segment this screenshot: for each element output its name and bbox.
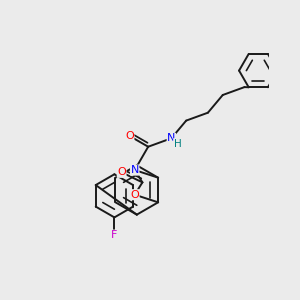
Text: O: O [125, 131, 134, 141]
Text: O: O [117, 167, 126, 177]
Text: N: N [130, 165, 139, 175]
Text: O: O [130, 190, 139, 200]
Text: H: H [174, 139, 182, 149]
Text: N: N [167, 133, 176, 143]
Text: F: F [111, 230, 118, 240]
